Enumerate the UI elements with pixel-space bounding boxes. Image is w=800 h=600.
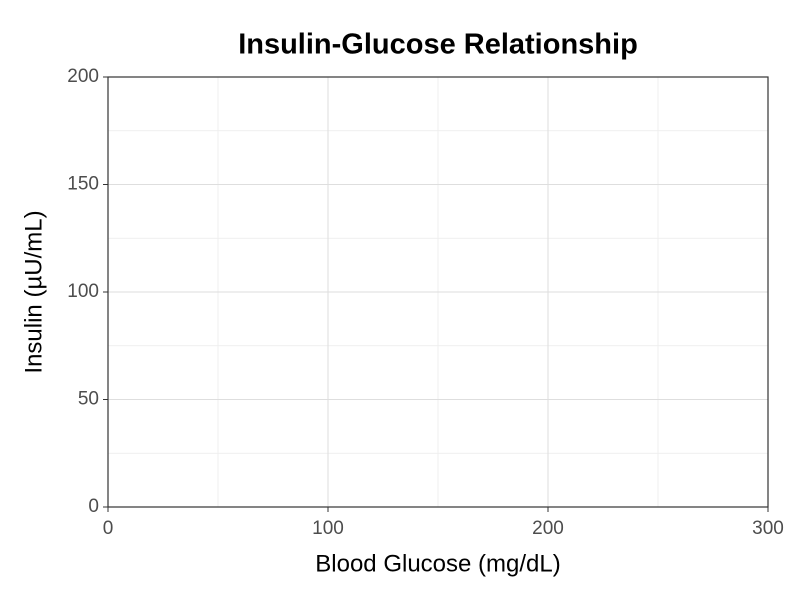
- chart-title: Insulin-Glucose Relationship: [238, 29, 638, 61]
- x-axis-label: Blood Glucose (mg/dL): [315, 550, 560, 577]
- x-tick-label: 100: [312, 518, 344, 539]
- y-axis-label: Insulin (µU/mL): [20, 210, 47, 373]
- y-tick-label: 150: [67, 174, 99, 195]
- x-tick-label: 0: [103, 518, 114, 539]
- plot-border: [107, 76, 769, 508]
- x-tick-label: 300: [752, 518, 784, 539]
- y-tick-label: 0: [88, 496, 99, 517]
- y-tick-label: 50: [78, 389, 99, 410]
- x-tick-label: 200: [532, 518, 564, 539]
- y-tick-label: 200: [67, 66, 99, 87]
- y-tick-label: 100: [67, 281, 99, 302]
